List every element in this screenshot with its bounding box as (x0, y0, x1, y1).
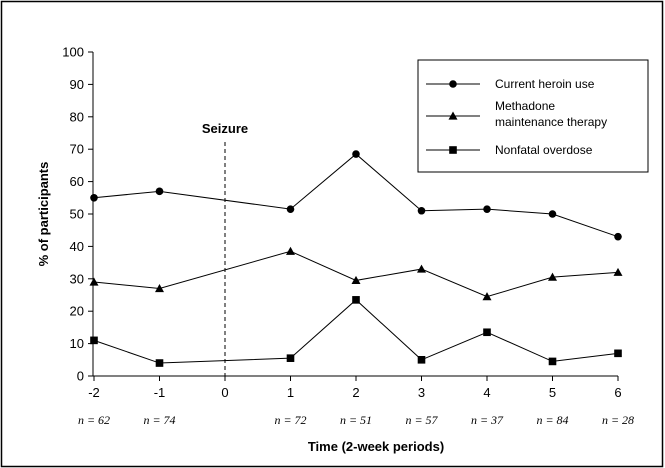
legend-label: Methadone (495, 99, 555, 113)
y-tick-label: 90 (70, 77, 84, 92)
series-group (89, 150, 623, 367)
data-point-square (483, 328, 491, 337)
data-point-circle (417, 206, 426, 215)
x-axis-title: Time (2-week periods) (308, 439, 444, 454)
legend-label: Current heroin use (495, 77, 595, 91)
data-point-triangle (351, 275, 361, 285)
sample-size-label: n = 62 (78, 413, 110, 427)
x-tick-label: 2 (352, 385, 359, 400)
data-point-circle (548, 210, 557, 218)
y-axis-title: % of participants (36, 162, 51, 267)
legend-label: Nonfatal overdose (495, 143, 593, 157)
x-tick-label: 6 (614, 385, 621, 400)
y-tick-label: 50 (70, 207, 84, 222)
series-circle (90, 150, 622, 241)
y-tick-label: 70 (70, 142, 84, 157)
legend: Current heroin use Methadone maintenance t… (417, 59, 649, 173)
data-point-circle (614, 232, 622, 241)
x-tick-label: 1 (287, 385, 294, 400)
y-tick-label: 30 (70, 271, 84, 286)
data-point-circle (155, 187, 164, 196)
data-point-triangle (417, 264, 426, 273)
y-tick-label: 100 (62, 45, 84, 60)
data-point-square (352, 296, 360, 304)
y-tick-label: 0 (77, 369, 84, 384)
data-point-circle (352, 150, 360, 158)
sample-size-label: n = 72 (274, 413, 306, 427)
data-point-square (449, 146, 457, 154)
x-tick-label: 3 (418, 385, 425, 400)
sample-size-label: n = 28 (602, 413, 634, 427)
series-triangle (89, 246, 623, 301)
data-point-circle (483, 205, 491, 213)
series-line (93, 250, 619, 298)
series-line (93, 299, 619, 364)
series-square (90, 296, 622, 367)
sample-size-label: n = 37 (471, 413, 504, 427)
x-tick-label: 5 (549, 385, 556, 400)
sample-size-label: n = 74 (143, 413, 175, 427)
y-tick-label: 10 (70, 336, 84, 351)
data-point-triangle (286, 246, 295, 255)
y-tick-label: 60 (70, 174, 84, 189)
data-point-square (90, 336, 98, 345)
sample-size-label: n = 84 (536, 413, 568, 427)
y-tick-label: 80 (70, 109, 84, 124)
axes: 0 10 20 30 40 50 60 70 80 90 100 -2 -1 0 1 2 3 4 5 6 n = 62 n… (62, 45, 634, 428)
data-point-triangle (89, 277, 99, 286)
x-tick-label: 4 (483, 385, 490, 400)
y-tick-label: 20 (70, 304, 84, 319)
sample-size-label: n = 57 (405, 413, 438, 427)
data-point-triangle (155, 284, 164, 293)
data-point-circle (286, 205, 295, 213)
data-point-triangle (448, 111, 458, 120)
y-tick-label: 40 (70, 239, 84, 254)
data-point-square (548, 357, 557, 366)
data-point-triangle (548, 272, 557, 281)
data-point-square (417, 356, 426, 364)
x-tick-label: -1 (154, 385, 166, 400)
legend-label: maintenance therapy (495, 115, 607, 129)
series-line (93, 153, 619, 238)
data-point-circle (90, 194, 98, 202)
data-point-square (155, 359, 164, 367)
data-point-circle (449, 80, 457, 88)
data-point-square (614, 349, 622, 358)
data-point-triangle (482, 292, 492, 301)
seizure-annotation: Seizure (202, 121, 248, 136)
sample-size-label: n = 51 (340, 413, 372, 427)
data-point-square (286, 354, 295, 362)
x-tick-label: 0 (221, 385, 228, 400)
data-point-triangle (613, 267, 623, 276)
x-tick-label: -2 (88, 385, 100, 400)
